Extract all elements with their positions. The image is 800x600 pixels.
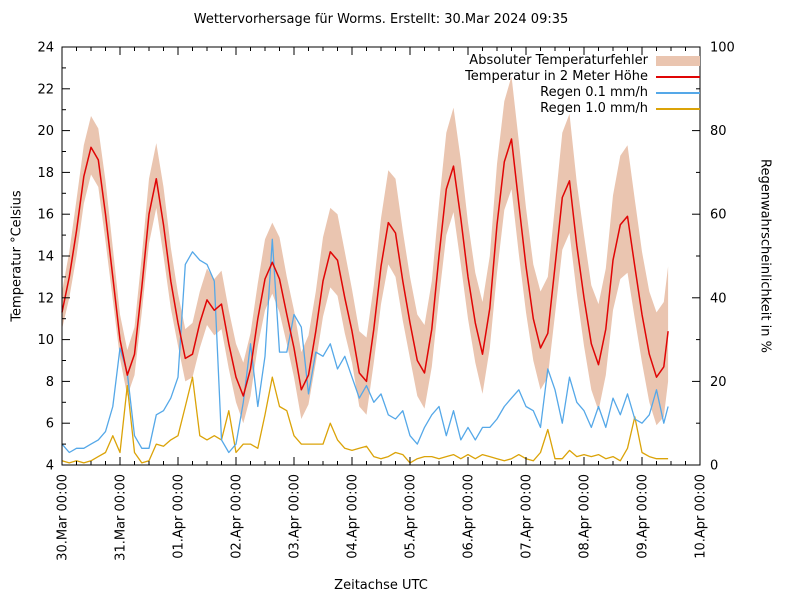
y-right-tick-label: 80 xyxy=(710,124,727,139)
y-left-tick-label: 18 xyxy=(37,166,54,181)
y-left-tick-label: 16 xyxy=(37,208,54,223)
temperature-line-swatch xyxy=(656,75,700,78)
y-right-tick-label: 20 xyxy=(710,375,727,390)
legend: Absoluter Temperaturfehler Temperatur in… xyxy=(465,53,700,116)
x-tick-label: 03.Apr 00:00 xyxy=(288,474,303,559)
legend-item-temperature: Temperatur in 2 Meter Höhe xyxy=(465,69,700,84)
y-left-tick-label: 14 xyxy=(37,250,54,265)
x-tick-label: 31.Mar 00:00 xyxy=(114,474,129,561)
legend-item-rain-01: Regen 0.1 mm/h xyxy=(465,85,700,100)
y-right-tick-label: 60 xyxy=(710,208,727,223)
x-tick-label: 05.Apr 00:00 xyxy=(404,474,419,559)
legend-label: Absoluter Temperaturfehler xyxy=(469,53,648,68)
temperature-error-band xyxy=(62,76,669,426)
temperature-line xyxy=(61,138,669,397)
chart-title: Wettervorhersage für Worms. Erstellt: 30… xyxy=(193,12,569,27)
y-left-tick-label: 10 xyxy=(37,333,54,348)
x-tick-label: 30.Mar 00:00 xyxy=(56,474,71,561)
y-left-tick-label: 22 xyxy=(37,82,54,97)
x-tick-label: 01.Apr 00:00 xyxy=(172,474,187,559)
y-left-tick-label: 4 xyxy=(46,459,54,474)
x-tick-label: 02.Apr 00:00 xyxy=(230,474,245,559)
x-tick-label: 08.Apr 00:00 xyxy=(578,474,593,559)
error-band-swatch xyxy=(656,55,700,66)
x-tick-label: 07.Apr 00:00 xyxy=(520,474,535,559)
legend-item-error-band: Absoluter Temperaturfehler xyxy=(465,53,700,68)
y-right-tick-label: 40 xyxy=(710,291,727,306)
y-right-tick-label: 0 xyxy=(710,459,718,474)
legend-label: Temperatur in 2 Meter Höhe xyxy=(465,69,648,84)
x-tick-label: 10.Apr 00:00 xyxy=(694,474,709,559)
rain-10-line xyxy=(61,376,669,464)
legend-label: Regen 0.1 mm/h xyxy=(540,85,648,100)
x-axis-label: Zeitachse UTC xyxy=(334,578,428,593)
y-left-tick-label: 12 xyxy=(37,291,54,306)
y-left-tick-label: 20 xyxy=(37,124,54,139)
y-left-tick-label: 8 xyxy=(46,375,54,390)
x-tick-label: 09.Apr 00:00 xyxy=(636,474,651,559)
legend-item-rain-10: Regen 1.0 mm/h xyxy=(465,101,700,116)
y-left-tick-label: 24 xyxy=(37,41,54,56)
rain-01-line-swatch xyxy=(656,91,700,94)
x-tick-label: 06.Apr 00:00 xyxy=(462,474,477,559)
x-tick-label: 04.Apr 00:00 xyxy=(346,474,361,559)
y-axis-right-label: Regenwahrscheinlichkeit in % xyxy=(757,159,773,353)
y-axis-left-label: Temperatur °Celsius xyxy=(9,190,25,322)
rain-10-line-swatch xyxy=(656,107,700,110)
y-right-tick-label: 100 xyxy=(710,41,735,56)
rain-01-line xyxy=(61,238,669,454)
y-left-tick-label: 6 xyxy=(46,417,54,432)
legend-label: Regen 1.0 mm/h xyxy=(540,101,648,116)
